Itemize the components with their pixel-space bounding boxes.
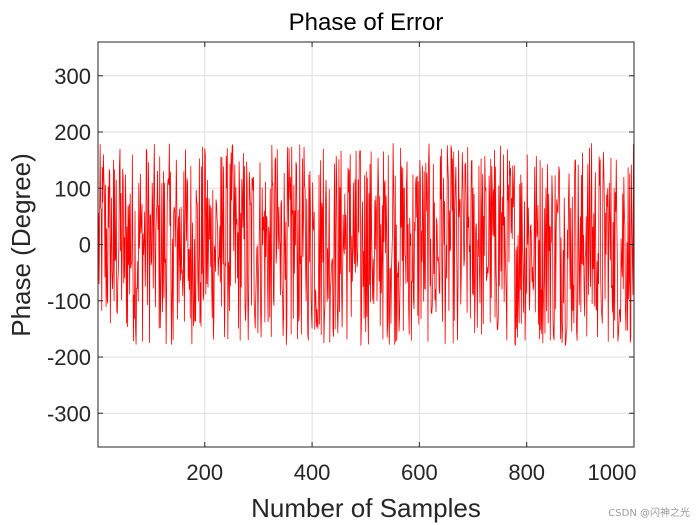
x-tick-label: 400 bbox=[294, 460, 331, 485]
data-series-layer bbox=[97, 143, 635, 346]
y-tick-label: -300 bbox=[47, 401, 91, 426]
y-tick-label: 300 bbox=[54, 64, 91, 89]
series-line-phase-error bbox=[97, 143, 635, 346]
chart-title: Phase of Error bbox=[289, 9, 444, 36]
x-tick-label: 800 bbox=[508, 460, 545, 485]
watermark-text: CSDN @闪神之光 bbox=[608, 508, 690, 519]
y-tick-label: -200 bbox=[47, 345, 91, 370]
y-tick-label: 200 bbox=[54, 120, 91, 145]
y-tick-label: 100 bbox=[54, 176, 91, 201]
y-tick-label: -100 bbox=[47, 289, 91, 314]
x-tick-label: 600 bbox=[401, 460, 438, 485]
y-tick-label: 0 bbox=[79, 233, 91, 258]
x-axis-label: Number of Samples bbox=[251, 493, 481, 523]
x-tick-label: 1000 bbox=[588, 460, 637, 485]
y-axis-label: Phase (Degree) bbox=[6, 153, 36, 337]
x-tick-label: 200 bbox=[186, 460, 223, 485]
